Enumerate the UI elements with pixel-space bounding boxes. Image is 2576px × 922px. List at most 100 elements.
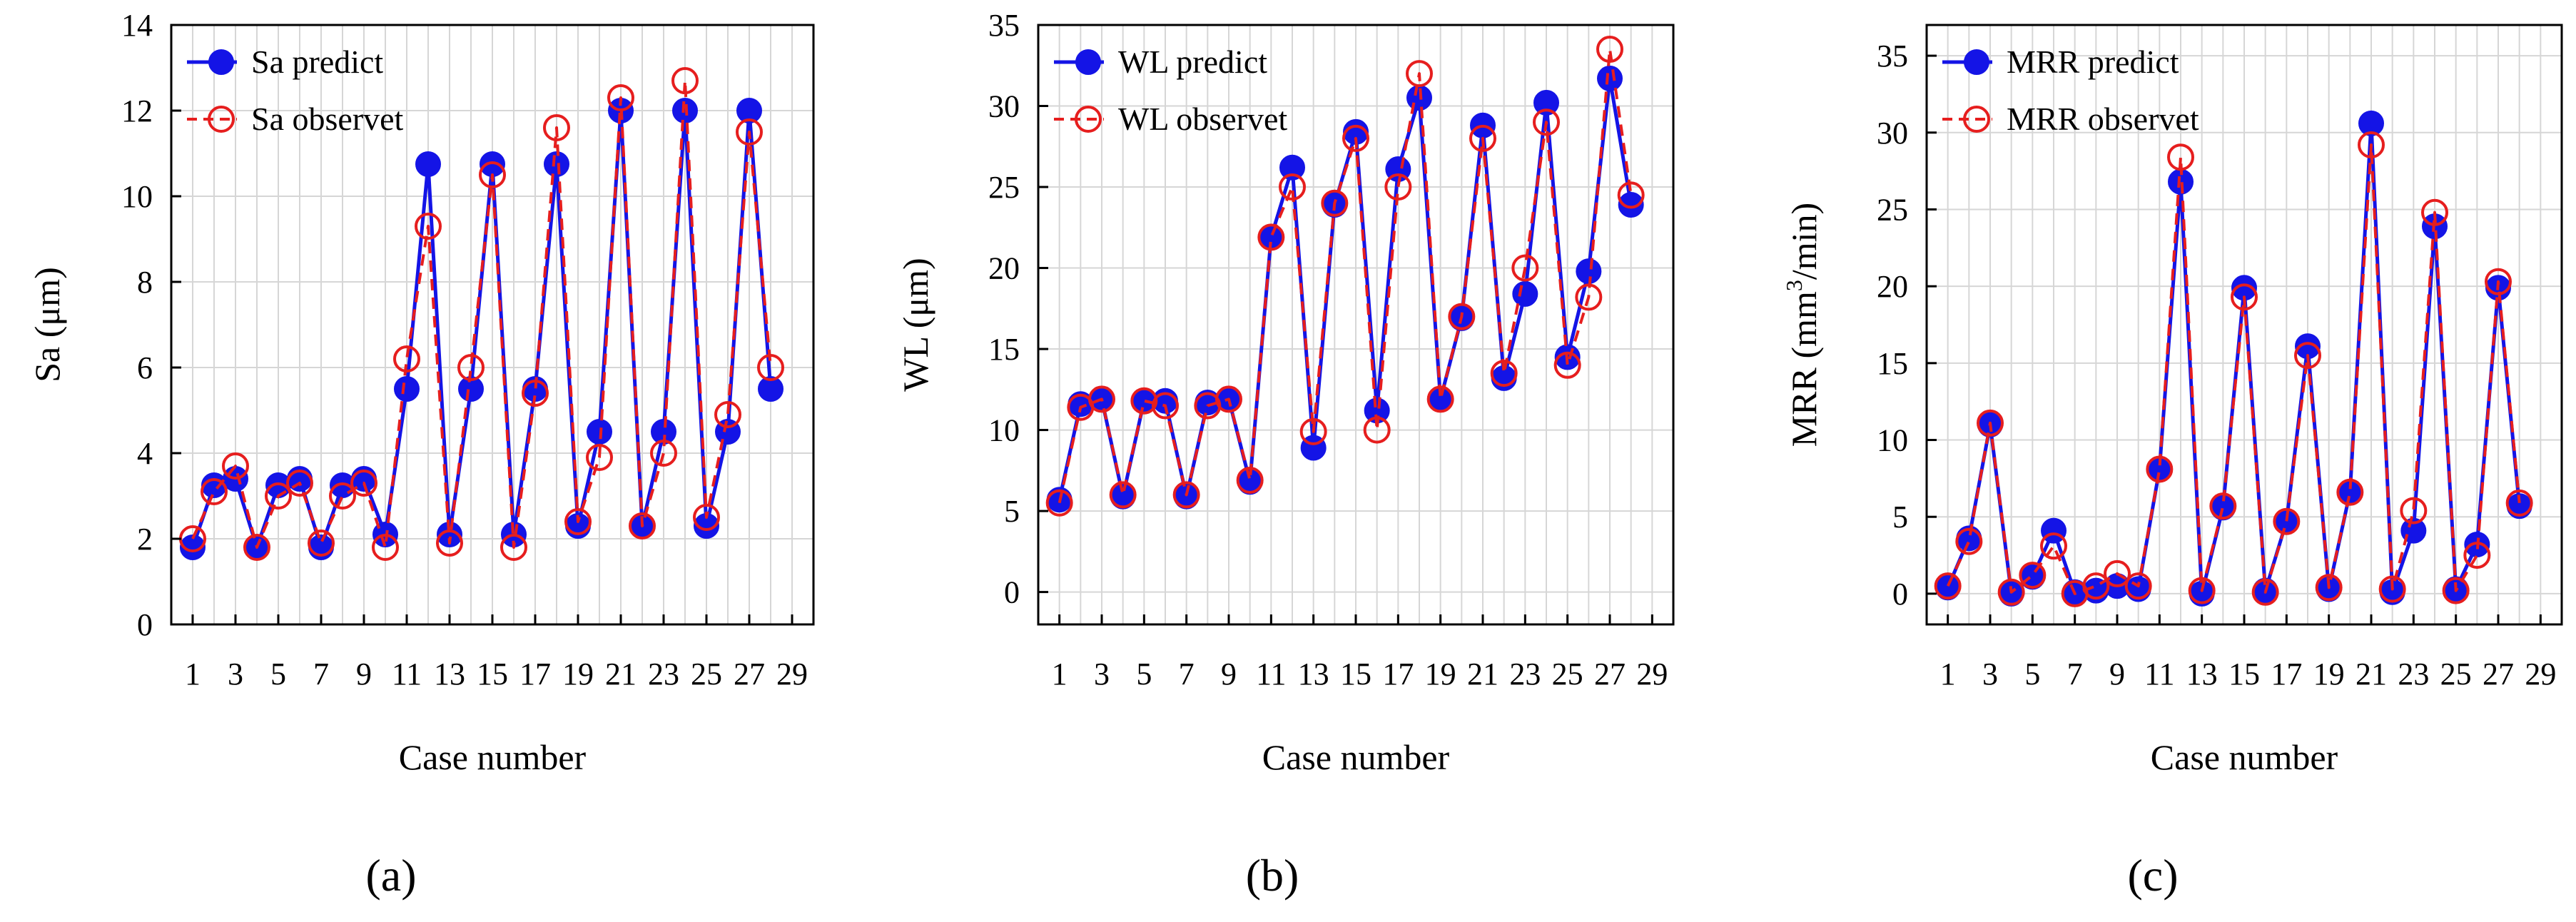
observed-point-c <box>2104 559 2131 587</box>
observed-point-a <box>543 114 570 141</box>
predict-line-c <box>1946 121 2522 596</box>
observed-point-a <box>201 478 228 505</box>
observed-point-a <box>693 504 720 531</box>
observed-point-b <box>1511 254 1539 282</box>
legend-label-observed-a: Sa observet <box>251 101 404 137</box>
legend-label-predict-b: WL predict <box>1118 44 1267 80</box>
observed-point-b <box>1152 392 1179 420</box>
x-tick-label-c: 21 <box>2356 657 2387 692</box>
x-tick-label-c: 5 <box>2024 657 2040 692</box>
observed-point-c <box>1955 527 1983 555</box>
legend-a: Sa predict Sa observet <box>187 44 404 137</box>
y-tick-label-a: 6 <box>137 350 153 385</box>
observed-point-c <box>2400 497 2428 525</box>
y-tick-label-b: 0 <box>1004 575 1020 610</box>
legend-label-predict-c: MRR predict <box>2007 44 2179 80</box>
x-tick-label-b: 17 <box>1382 657 1414 692</box>
y-axis-title-b: WL (μm) <box>896 258 935 391</box>
observed-point-b <box>1215 385 1242 413</box>
observed-point-b <box>1342 124 1369 152</box>
y-tick-label-b: 15 <box>988 332 1020 367</box>
y-tick-label-c: 0 <box>1892 577 1908 612</box>
observed-point-c <box>2019 562 2047 589</box>
x-tick-label-a: 27 <box>734 657 765 692</box>
x-tick-label-b: 11 <box>1256 657 1286 692</box>
x-tick-label-a: 17 <box>519 657 551 692</box>
observed-point-c <box>2251 578 2279 606</box>
x-tick-label-c: 1 <box>1940 657 1956 692</box>
predict-point-b <box>1576 258 1602 285</box>
observed-point-c <box>2082 572 2110 600</box>
x-tick-label-a: 19 <box>562 657 594 692</box>
x-tick-label-a: 21 <box>605 657 637 692</box>
observed-point-c <box>2231 283 2258 311</box>
observed-point-a <box>372 534 399 561</box>
x-tick-label-c: 19 <box>2313 657 2345 692</box>
x-tick-label-b: 19 <box>1425 657 1456 692</box>
observed-point-b <box>1384 173 1412 201</box>
observed-point-b <box>1448 303 1476 330</box>
observed-point-a <box>629 512 656 539</box>
observed-point-b <box>1045 489 1073 517</box>
observed-point-c <box>2336 478 2364 506</box>
predict-point-a <box>544 151 569 177</box>
observed-point-a <box>736 118 763 146</box>
y-tick-label-b: 20 <box>988 251 1020 286</box>
legend-label-observed-c: MRR observet <box>2007 101 2199 137</box>
observed-point-b <box>1553 351 1581 379</box>
y-tick-label-a: 10 <box>121 179 153 214</box>
series-marks-a <box>179 67 784 561</box>
observed-line-a <box>191 79 772 549</box>
y-tick-label-c: 15 <box>1877 346 1908 381</box>
observed-point-c <box>2124 572 2152 600</box>
x-tick-label-c: 7 <box>2067 657 2083 692</box>
x-tick-label-a: 5 <box>270 657 286 692</box>
observed-point-a <box>436 530 463 557</box>
observed-point-b <box>1575 283 1603 311</box>
y-tick-label-a: 4 <box>137 436 153 471</box>
panel-label-b: (b) <box>1246 850 1299 901</box>
grid-a <box>171 24 813 625</box>
legend-marker-observed-b <box>1075 106 1102 133</box>
observed-point-b <box>1088 385 1115 413</box>
observed-point-a <box>586 444 613 471</box>
legend-label-observed-b: WL observet <box>1118 101 1287 137</box>
observed-point-a <box>329 482 356 510</box>
observed-point-c <box>2505 489 2533 517</box>
x-axis-title-b: Case number <box>1262 737 1450 777</box>
x-axis-title-a: Case number <box>399 737 587 777</box>
predict-point-b <box>1597 65 1623 91</box>
x-tick-label-b: 5 <box>1136 657 1152 692</box>
x-tick-label-a: 25 <box>691 657 722 692</box>
observed-point-b <box>1172 481 1200 509</box>
observed-point-a <box>671 67 699 94</box>
observed-point-a <box>308 530 335 557</box>
x-tick-label-a: 7 <box>313 657 329 692</box>
x-tick-label-a: 15 <box>477 657 508 692</box>
x-tick-label-c: 23 <box>2398 657 2429 692</box>
series-marks-c <box>1934 110 2533 607</box>
y-axis-title-c-sup: 3 <box>1781 280 1807 291</box>
observed-point-c <box>2146 455 2174 483</box>
y-axis-title-c-main: MRR (mm <box>1784 291 1824 447</box>
observed-point-a <box>522 380 549 407</box>
observed-point-c <box>2485 268 2512 295</box>
observed-point-b <box>1109 481 1137 509</box>
observed-point-b <box>1130 387 1158 415</box>
predict-point-a <box>736 98 762 123</box>
predict-point-a <box>587 419 612 445</box>
observed-line-c <box>1946 143 2521 595</box>
y-tick-label-c: 5 <box>1892 500 1908 535</box>
legend-marker-predict-c <box>1964 49 1989 75</box>
predict-point-b <box>1279 154 1305 181</box>
observed-point-c <box>1977 409 2004 437</box>
predict-point-a <box>394 376 420 402</box>
y-tick-label-a: 14 <box>121 8 153 43</box>
observed-point-a <box>222 452 249 480</box>
observed-point-b <box>1299 417 1327 445</box>
observed-point-c <box>2442 577 2470 604</box>
x-axis-title-c: Case number <box>2151 737 2338 777</box>
